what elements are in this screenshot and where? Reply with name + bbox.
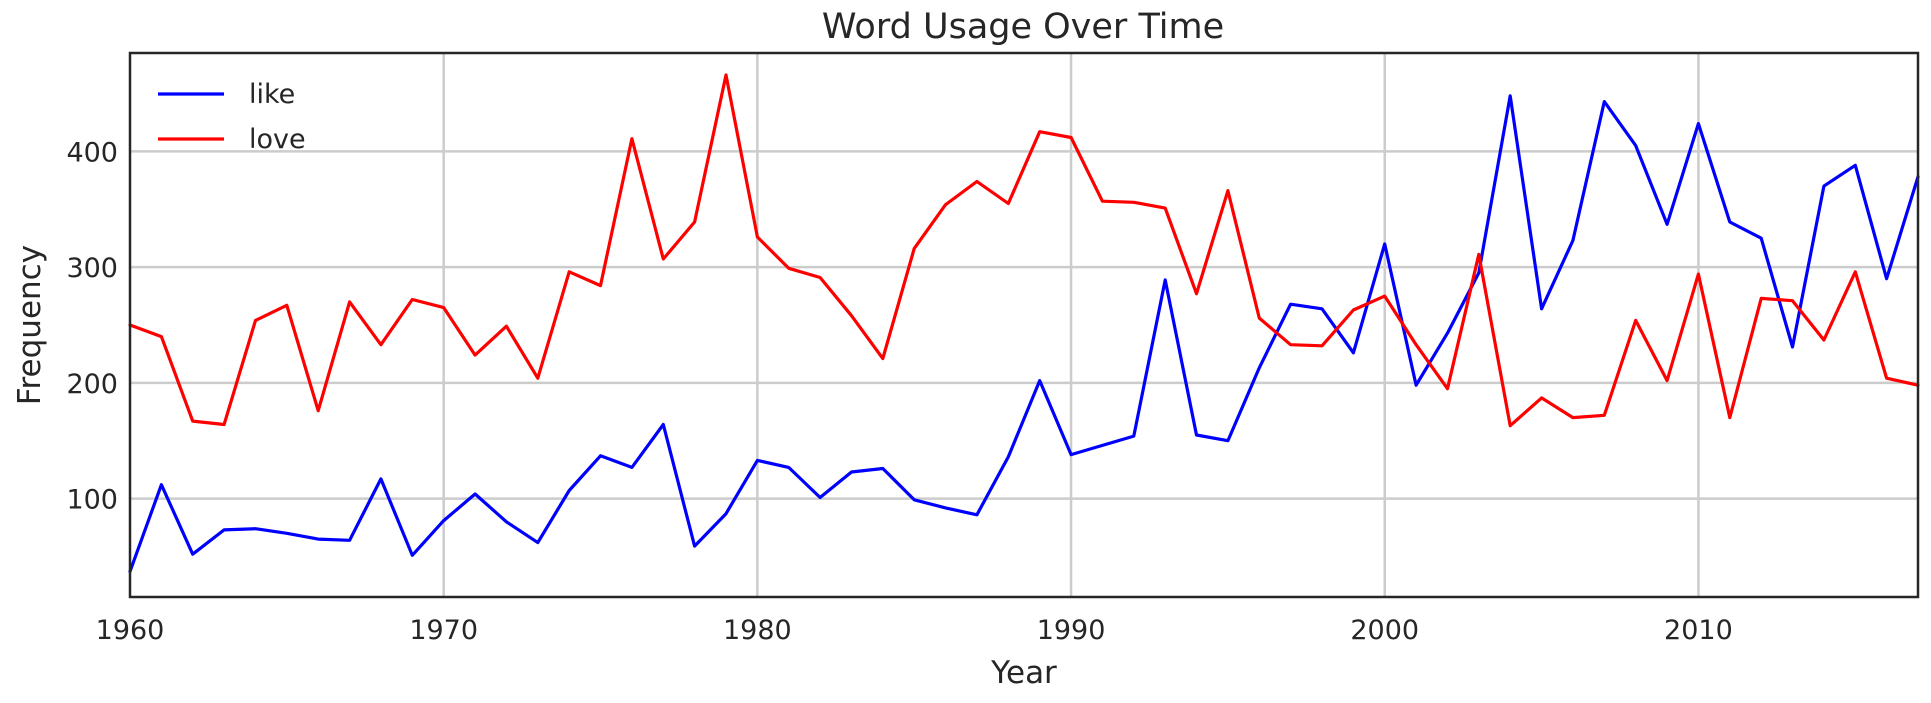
- series-layer: [128, 73, 1920, 574]
- legend-label-love: love: [249, 124, 306, 155]
- x-tick-label: 1980: [723, 615, 792, 646]
- x-tick-label: 1990: [1037, 615, 1106, 646]
- y-axis-title: Frequency: [12, 245, 48, 405]
- y-tick-label: 100: [66, 485, 118, 516]
- x-tick-label: 2000: [1350, 615, 1419, 646]
- grid: [130, 53, 1918, 597]
- x-tick-label: 1960: [96, 615, 165, 646]
- y-tick-label: 300: [66, 253, 118, 284]
- legend: like love: [158, 79, 306, 155]
- legend-label-like: like: [249, 79, 295, 110]
- y-tick-label: 400: [66, 137, 118, 168]
- x-axis-title: Year: [990, 655, 1057, 691]
- x-tick-label: 2010: [1664, 615, 1733, 646]
- series-line-love: [128, 73, 1920, 428]
- plot-frame: [128, 51, 1920, 599]
- x-tick-label: 1970: [409, 615, 478, 646]
- chart-title: Word Usage Over Time: [822, 7, 1224, 47]
- series-line-like: [128, 94, 1920, 574]
- x-tick-labels: 1960 1970 1980 1990 2000 2010: [96, 615, 1733, 646]
- y-tick-labels: 100 200 300 400: [66, 137, 118, 515]
- y-tick-label: 200: [66, 369, 118, 400]
